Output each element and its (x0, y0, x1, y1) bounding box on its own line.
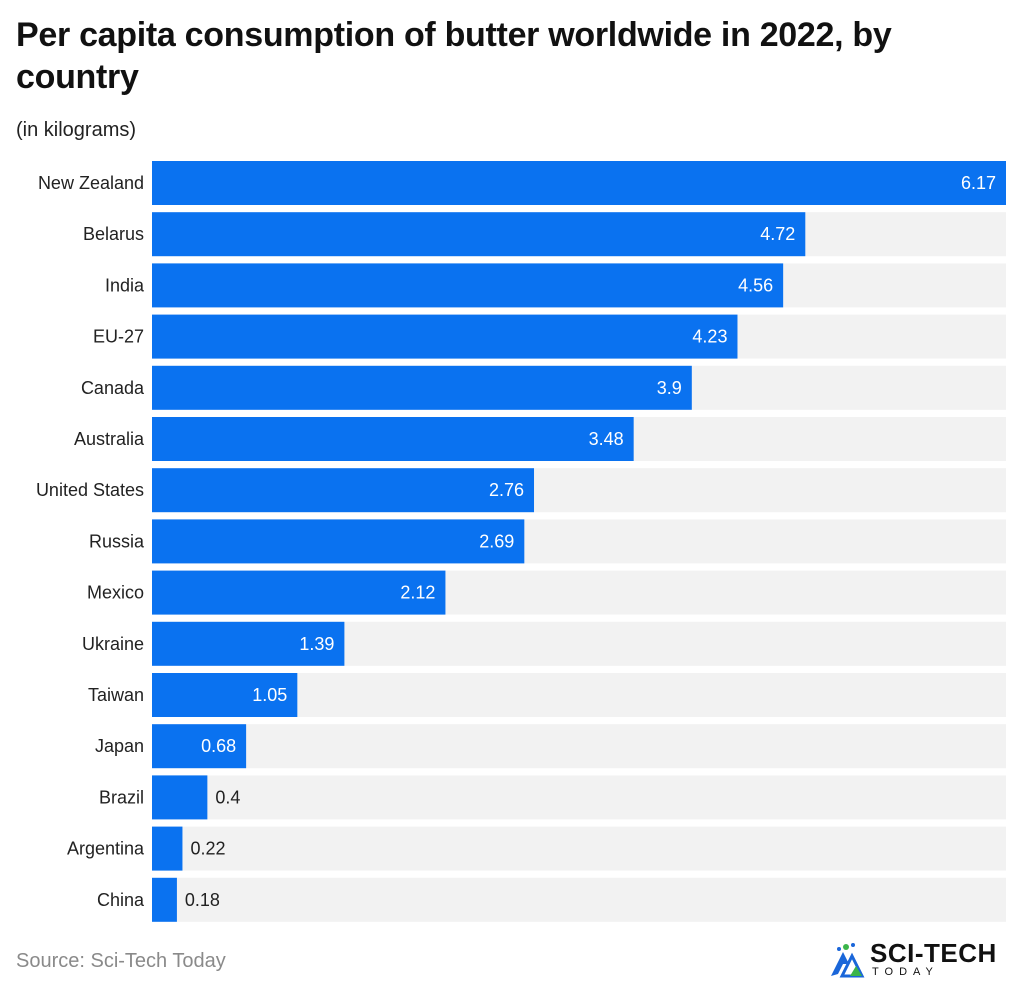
data-label: 0.18 (185, 890, 220, 910)
bar (152, 519, 525, 564)
category-label: Mexico (87, 583, 144, 603)
bar-track (152, 775, 1006, 820)
category-label: Japan (95, 736, 144, 756)
category-labels: New Zealand Belarus India EU-27 Canada Austra… (36, 173, 145, 910)
bar (152, 570, 446, 615)
bar (152, 365, 692, 410)
category-label: EU-27 (93, 327, 144, 347)
bar-track (152, 724, 1006, 769)
bar (152, 263, 784, 308)
value-labels: 6.17 4.72 4.56 4.23 3.9 3.48 2.76 2.69 2.12 1.39 1… (185, 173, 996, 910)
bar (152, 468, 535, 513)
brand-logo: SCI-TECH TODAY (828, 938, 1004, 982)
logo-wordmark: SCI-TECH (870, 938, 997, 968)
category-label: New Zealand (38, 173, 144, 193)
data-label: 4.23 (692, 327, 727, 347)
bar (152, 826, 183, 871)
category-label: China (97, 890, 145, 910)
data-label: 1.05 (252, 685, 287, 705)
bar-track (152, 877, 1006, 922)
source-note: Source: Sci-Tech Today (16, 950, 226, 972)
chart-title: Per capita consumption of butter worldwi… (16, 16, 892, 96)
data-label: 0.22 (190, 839, 225, 859)
data-label: 4.72 (760, 224, 795, 244)
chart-subtitle: (in kilograms) (16, 119, 137, 141)
bars (152, 161, 1006, 922)
bar (152, 212, 806, 257)
data-label: 0.68 (201, 736, 236, 756)
data-label: 2.69 (479, 531, 514, 551)
category-label: Canada (81, 378, 145, 398)
data-label: 1.39 (299, 634, 334, 654)
bar (152, 673, 298, 717)
category-label: Ukraine (82, 634, 144, 654)
data-label: 3.9 (657, 378, 682, 398)
bar (152, 724, 247, 769)
category-label: Taiwan (88, 685, 144, 705)
category-label: India (105, 275, 145, 295)
bar (152, 161, 1006, 205)
data-label: 4.56 (738, 275, 773, 295)
category-label: Australia (74, 429, 145, 449)
bar (152, 621, 345, 666)
bar (152, 417, 634, 461)
bar-track (152, 826, 1006, 871)
category-label: United States (36, 480, 144, 500)
data-label: 2.76 (489, 480, 524, 500)
category-label: Belarus (83, 224, 144, 244)
data-label: 6.17 (961, 173, 996, 193)
sci-tech-logo-mark-icon (831, 943, 865, 978)
data-label: 3.48 (589, 429, 624, 449)
data-label: 2.12 (400, 583, 435, 603)
data-label: 0.4 (215, 787, 240, 807)
category-label: Russia (89, 531, 145, 551)
bar-chart: New Zealand Belarus India EU-27 Canada Austra… (36, 161, 1006, 922)
bar (152, 775, 208, 820)
logo-subtext: TODAY (872, 966, 939, 978)
bar (152, 314, 738, 359)
category-label: Argentina (67, 839, 145, 859)
bar (152, 877, 177, 922)
category-label: Brazil (99, 787, 144, 807)
